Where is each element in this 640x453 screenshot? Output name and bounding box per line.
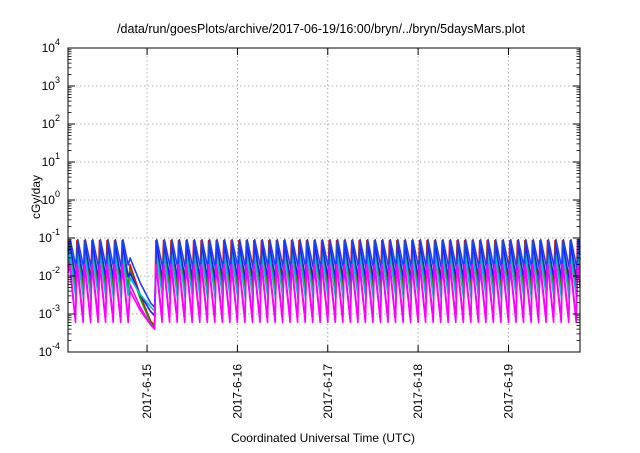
- series-line: [67, 263, 581, 330]
- x-tick-label: 2017-6-15: [140, 364, 154, 419]
- x-ticks: 2017-6-15 2017-6-16 2017-6-17 2017-6-18 2017…: [140, 48, 515, 419]
- y-tick-label: 101: [42, 151, 60, 169]
- x-tick-label: 2017-6-17: [321, 364, 335, 419]
- x-tick-label: 2017-6-19: [501, 364, 515, 419]
- x-tick-label: 2017-6-16: [230, 364, 244, 419]
- y-tick-label: 10-2: [39, 265, 60, 283]
- series-group: [67, 238, 581, 330]
- y-tick-label: 102: [42, 113, 60, 131]
- y-ticks: 10-4 10-3 10-2 10-1 100 101 102 103 104: [39, 37, 580, 359]
- y-tick-label: 100: [42, 189, 60, 207]
- y-tick-label: 103: [42, 75, 60, 93]
- grid: [68, 48, 580, 352]
- y-tick-label: 10-1: [39, 227, 60, 245]
- y-tick-label: 104: [42, 37, 60, 55]
- x-axis-label: Coordinated Universal Time (UTC): [231, 431, 415, 445]
- series-line: [67, 238, 581, 309]
- y-tick-label: 10-4: [39, 341, 60, 359]
- y-tick-label: 10-3: [39, 303, 60, 321]
- x-tick-label: 2017-6-18: [411, 364, 425, 419]
- chart-title: /data/run/goesPlots/archive/2017-06-19/1…: [117, 22, 525, 36]
- y-axis-label: cGy/day: [29, 175, 43, 219]
